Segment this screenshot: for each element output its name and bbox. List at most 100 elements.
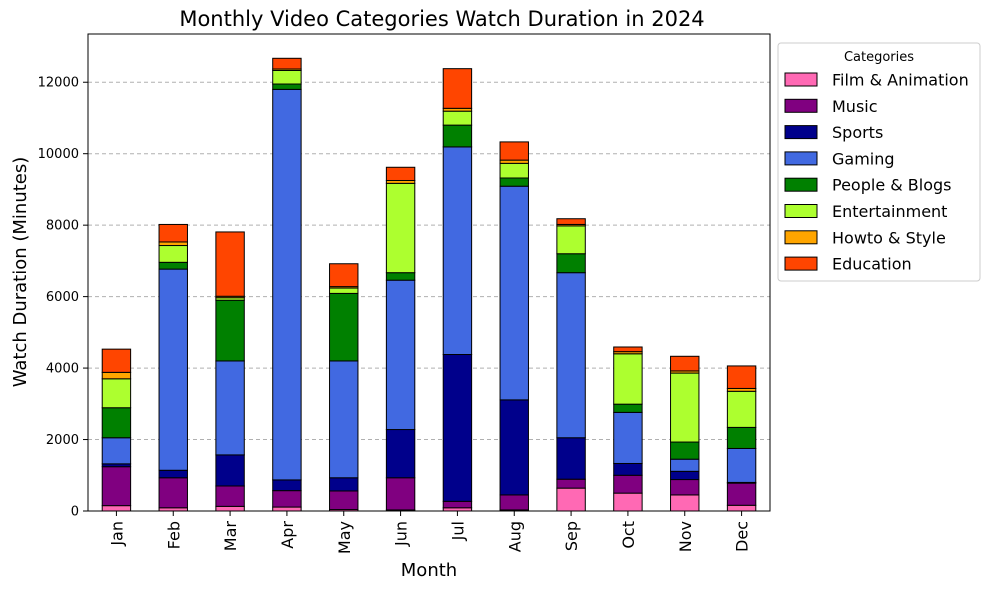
bar-segment: [329, 360, 359, 479]
y-tick-label: 8000: [46, 219, 79, 234]
legend-label: Music: [832, 97, 878, 116]
y-tick-label: 12000: [38, 76, 79, 91]
bar-segment: [613, 346, 643, 353]
bar-segment: [613, 353, 643, 405]
bar-segment: [442, 110, 473, 126]
bar-segment: [272, 88, 302, 481]
legend-swatch: [784, 230, 818, 245]
bar-segment: [670, 458, 700, 472]
bar-segment: [158, 261, 188, 270]
bar-segment: [499, 399, 529, 496]
bar-segment: [726, 426, 757, 449]
x-tick-label: May: [335, 521, 354, 554]
bar-segment: [158, 245, 188, 263]
bar-segment: [385, 166, 416, 181]
x-tick-label: Apr: [278, 521, 297, 549]
bars: [101, 57, 757, 512]
bar-segment: [158, 223, 188, 243]
legend-label: Gaming: [832, 149, 895, 168]
bar-segment: [442, 146, 473, 356]
x-tick-label: Mar: [221, 521, 240, 552]
x-tick-label: Sep: [562, 521, 581, 551]
bar-segment: [499, 177, 529, 187]
bar-segment: [158, 469, 188, 479]
bar-segment: [215, 360, 245, 456]
legend-swatch: [784, 125, 818, 140]
bar-segment: [215, 505, 245, 512]
bar-segment: [499, 141, 529, 161]
bar-segment: [670, 355, 700, 372]
legend-label: Howto & Style: [832, 228, 946, 247]
bar-segment: [215, 485, 245, 507]
bar-segment: [101, 371, 132, 380]
bar-segment: [726, 390, 757, 428]
y-axis-label: Watch Duration (Minutes): [10, 157, 31, 388]
legend: Categories Film & Animation Music Sports Ga…: [777, 42, 981, 282]
bar-segment: [385, 272, 416, 281]
bar-segment: [272, 506, 302, 512]
legend-swatch: [784, 98, 818, 113]
bar-segment: [158, 241, 188, 247]
bar-segment: [101, 378, 132, 409]
bar-segment: [499, 494, 529, 511]
y-tick-label: 4000: [46, 362, 79, 377]
bar-segment: [158, 477, 188, 509]
bar-segment: [385, 477, 416, 511]
bar-segment: [385, 182, 416, 274]
legend-label: Sports: [832, 123, 883, 142]
bar-segment: [726, 447, 757, 483]
bar-segment: [215, 231, 245, 297]
bar-segment: [556, 272, 586, 439]
bar-segment: [499, 185, 529, 401]
x-tick-label: Jun: [392, 521, 411, 547]
bar-segment: [613, 474, 643, 494]
legend-box: [777, 42, 981, 282]
bar-segment: [101, 348, 132, 373]
y-tick-label: 10000: [38, 147, 79, 162]
bar-segment: [613, 411, 643, 464]
legend-swatch: [784, 72, 818, 87]
bar-segment: [442, 68, 473, 109]
legend-title: Categories: [844, 50, 914, 65]
plot-frame: [87, 33, 771, 512]
x-tick-label: Dec: [733, 521, 752, 552]
bar-segment: [442, 500, 473, 509]
bar-segment: [556, 225, 586, 255]
bar-segment: [215, 299, 245, 362]
bar-segment: [556, 253, 586, 274]
bar-segment: [329, 477, 359, 492]
grid-lines: [88, 81, 770, 441]
bar-segment: [499, 162, 529, 179]
legend-label: People & Blogs: [832, 176, 952, 195]
bar-segment: [272, 69, 302, 85]
bar-segment: [329, 287, 359, 294]
bar-segment: [329, 490, 359, 511]
bar-segment: [101, 407, 132, 439]
bar-segment: [726, 482, 757, 506]
bar-segment: [272, 490, 302, 508]
bar-segment: [556, 487, 586, 512]
bar-segment: [556, 437, 586, 480]
bar-segment: [613, 492, 643, 512]
bar-segment: [101, 466, 132, 507]
y-tick-label: 2000: [46, 433, 79, 448]
bar-segment: [726, 504, 757, 512]
x-axis-ticks: Jan Feb Mar Apr May Jun Jul Aug Sep Oct Nov Dec: [107, 511, 752, 554]
y-tick-label: 6000: [46, 290, 79, 305]
bar-segment: [670, 479, 700, 496]
legend-swatch: [784, 256, 818, 271]
bar-segment: [442, 354, 473, 502]
x-tick-label: Jan: [107, 521, 126, 547]
x-axis-label: Month: [401, 560, 457, 581]
bar-segment: [726, 365, 757, 389]
bar-segment: [272, 83, 302, 90]
bar-segment: [670, 441, 700, 460]
bar-segment: [670, 494, 700, 512]
bar-segment: [329, 292, 359, 362]
legend-swatch: [784, 151, 818, 166]
bar-segment: [385, 279, 416, 431]
y-tick-label: 0: [71, 505, 79, 520]
x-tick-label: Aug: [505, 521, 524, 552]
bar-segment: [442, 124, 473, 148]
